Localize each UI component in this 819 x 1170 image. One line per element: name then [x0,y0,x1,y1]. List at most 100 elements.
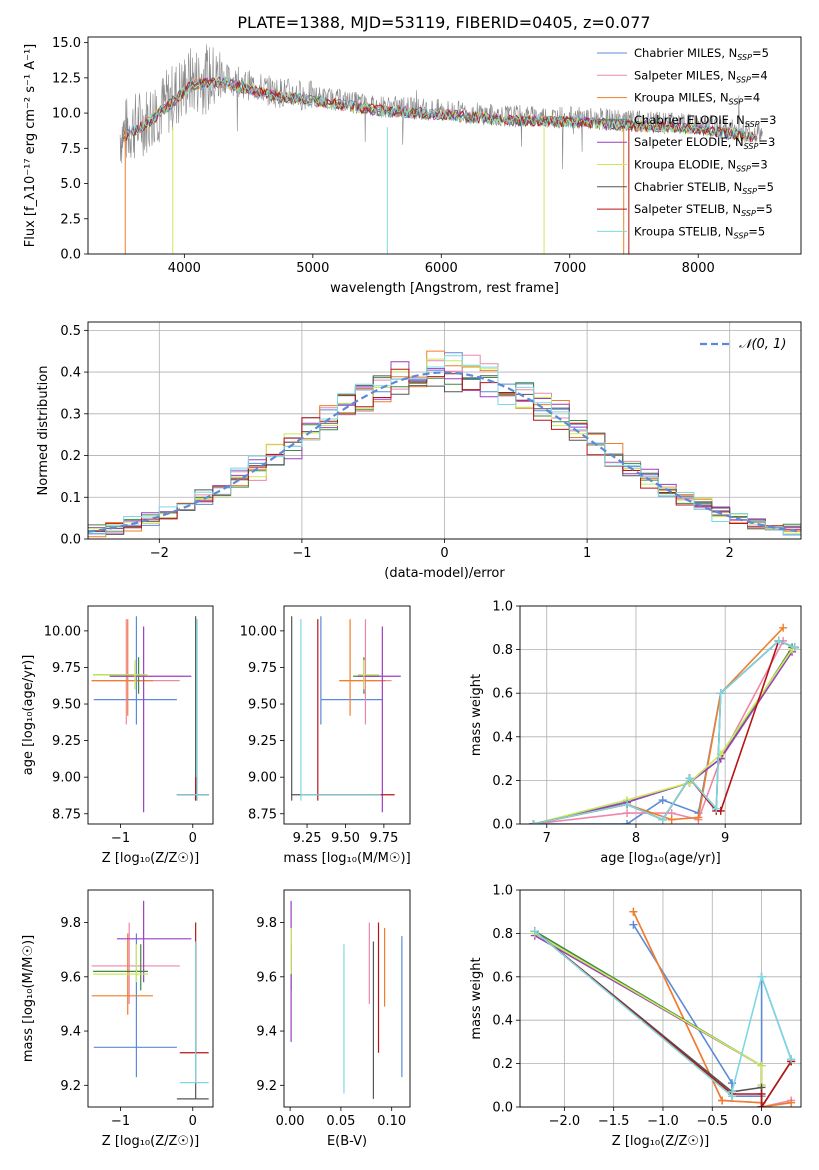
x-tick-label: 7 [543,831,551,846]
y-tick-label: 0.4 [492,730,513,745]
y-tick-label: 0.2 [492,774,513,789]
y-tick-label: 9.4 [256,1025,277,1040]
axes-frame [87,321,802,540]
y-tick-label: 9.75 [248,661,277,676]
x-axis-label: mass [log₁₀(M/M☉)] [283,851,410,866]
y-tick-label: 0.0 [492,818,513,833]
x-tick-label: 9.25 [293,831,322,846]
weight-marker [623,820,632,824]
y-tick-label: 8.75 [52,807,81,822]
x-tick-label: 9.75 [369,831,398,846]
x-axis-label: age [log₁₀(age/yr)] [600,851,721,866]
y-tick-label: 9.6 [256,970,277,985]
x-axis-label: Z [log₁₀(Z/Z☉)] [102,1134,199,1149]
y-tick-label: 0.3 [60,407,81,422]
model-spectrum [122,77,757,142]
legend-entry: Chabrier ELODIE, NSSP=3 [634,113,776,129]
y-tick-label: 0.6 [492,970,513,985]
x-tick-label: −2.0 [549,1114,581,1129]
y-axis-label: age [log₁₀(age/yr)] [21,655,36,776]
legend-entry: Salpeter STELIB, NSSP=5 [634,202,773,218]
legend-entry: Kroupa ELODIE, NSSP=3 [634,158,768,174]
panel-age_vs_mass: 9.25 9.50 9.75 8.75 9.00 9.25 9.50 9.75 10.00 mas… [240,605,411,866]
y-tick-label: 0.6 [492,687,513,702]
panel-spectrum: 4000 5000 6000 7000 8000 0.0 2.5 5.0 7.5 10.0 12.5… [23,36,802,296]
y-tick-label: 9.00 [248,771,277,786]
y-axis-label: Flux [f_λ10⁻¹⁷ erg cm⁻² s⁻¹ A⁻¹] [23,44,38,248]
x-axis-label: E(B-V) [327,1134,367,1149]
panel-mass_vs_Z: −1 0 9.2 9.4 9.6 9.8 Z [log₁₀(Z/Z☉)] mass [log₁… [21,889,214,1149]
axes-frame [283,889,411,1108]
weight-line [533,639,796,824]
x-tick-label: 9 [721,831,729,846]
weight-line [533,639,796,824]
x-tick-label: 0.10 [377,1114,406,1129]
y-tick-label: 9.25 [52,734,81,749]
y-tick-label: 9.8 [256,916,277,931]
weight-line [534,932,763,1086]
legend-entry: Salpeter ELODIE, NSSP=3 [634,135,775,151]
y-tick-label: 0.2 [60,449,81,464]
y-axis-label: mass weight [469,674,484,756]
y-tick-label: 1.0 [492,600,513,615]
legend-entry: Kroupa MILES, NSSP=4 [634,91,760,107]
weight-marker [658,815,667,824]
x-tick-label: 0.0 [751,1114,772,1129]
weight-marker [685,774,694,783]
x-tick-label: −1 [111,1114,130,1129]
y-tick-label: 0.0 [492,1101,513,1116]
weight-marker [727,1087,736,1096]
y-tick-label: 0.0 [60,248,81,263]
grid-weight_vs_age [520,605,801,825]
y-tick-label: 0.4 [492,1014,513,1029]
x-tick-label: 5000 [296,261,329,276]
y-tick-label: 9.2 [60,1079,81,1094]
y-tick-label: 0.2 [492,1057,513,1072]
axes-frame [87,889,214,1108]
plot-area-weight_vs_age [529,623,799,824]
weight-marker [629,920,638,929]
y-axis-label: Normed distribution [36,366,51,496]
weight-marker [757,1089,766,1098]
y-axis-label: mass weight [469,957,484,1039]
axes-frame [519,889,802,1108]
residual-histogram [88,368,801,532]
weight-marker [790,643,799,652]
weight-marker [530,927,539,936]
panel-weight_vs_age: 7 8 9 0.0 0.2 0.4 0.6 0.8 1.0 age [log₁₀(age/yr)]… [469,600,802,866]
plot-area-age_vs_mass [291,616,401,813]
y-tick-label: 0.1 [60,491,81,506]
weight-marker [623,809,632,818]
weight-marker [787,1055,796,1064]
axes-frame [519,605,802,825]
y-tick-label: 0.8 [492,643,513,658]
weight-marker [629,907,638,916]
y-tick-label: 10.0 [52,107,81,122]
y-tick-label: 9.75 [52,661,81,676]
weight-marker [712,804,721,813]
legend-entry: Kroupa STELIB, NSSP=5 [634,224,765,240]
axes-frame [87,36,802,255]
y-tick-label: 9.8 [60,916,81,931]
weight-marker [787,1098,796,1107]
legend-spectrum: Chabrier MILES, NSSP=5 Salpeter MILES, NS… [597,46,776,240]
weight-marker [658,796,667,805]
x-tick-label: 7000 [553,261,586,276]
x-tick-label: −1 [292,546,311,561]
x-tick-label: 8 [632,831,640,846]
weight-marker [716,689,725,698]
weight-line [533,639,796,824]
weight-marker [779,623,788,632]
y-tick-label: 0.5 [60,324,81,339]
x-tick-label: 0 [189,1114,197,1129]
observed-spectrum [119,44,763,170]
legend-entry: Chabrier MILES, NSSP=5 [634,46,769,62]
plot-area-spectrum [119,44,763,254]
x-tick-label: 0.05 [326,1114,355,1129]
x-tick-label: −1.5 [598,1114,630,1129]
x-tick-label: 0.00 [276,1114,305,1129]
y-tick-label: 0.0 [60,533,81,548]
y-tick-label: 9.00 [52,771,81,786]
x-tick-label: 2 [726,546,734,561]
weight-marker [757,972,766,981]
